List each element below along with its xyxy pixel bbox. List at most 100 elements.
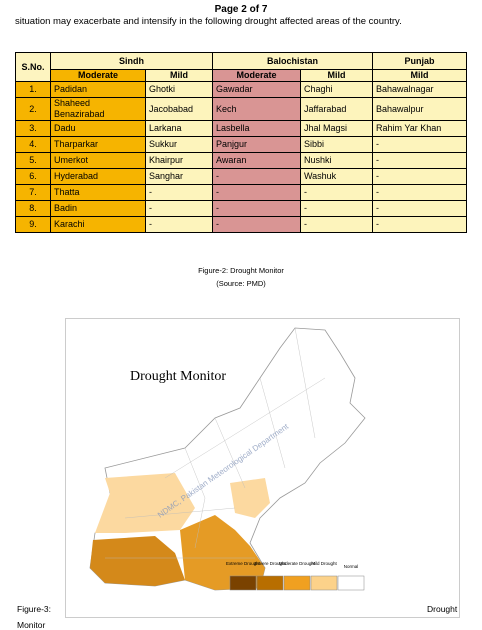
legend-label: Mild Drought [311,561,337,566]
caption: Figure-2: Drought Monitor [198,266,284,275]
legend-swatch [283,575,311,591]
legend-swatch [310,575,338,591]
figure-label: Monitor [17,620,46,630]
table-cell: Khairpur [145,152,213,169]
table-row: 1. Padidan Ghotki Gawadar Chaghi Bahawalnagar [15,81,468,98]
map-title: Drought Monitor [130,369,226,384]
table-cell: - [145,184,213,201]
table-cell: Jacobabad [145,97,213,121]
table-row: 2. Shaheed Benazirabad Jacobabad Kech Jaffar… [15,97,468,121]
table-cell: 3. [15,120,51,137]
table-cell: - [212,216,301,233]
map-region-mild [230,478,270,518]
table-cell: - [145,216,213,233]
table-cell: 2. [15,97,51,121]
table-cell: - [372,152,468,169]
legend-label: Severe Drought [254,561,286,566]
table-row: 3. Dadu Larkana Lasbella Jhal Magsi Rahim Yar… [15,120,468,137]
table-row: 8. Badin - - - - [15,200,468,217]
table-cell: - [372,184,468,201]
table-cell: Rahim Yar Khan [372,120,468,137]
table-cell: Padidan [50,81,146,98]
table-row: 5. Umerkot Khairpur Awaran Nushki - [15,152,468,169]
subheader-cell: Moderate [50,69,146,82]
header-cell: S.No. [15,52,51,82]
map-districts [105,327,326,559]
table-cell: Kech [212,97,301,121]
figure-label: Drought [427,604,458,614]
legend-label: Normal [344,564,359,569]
table-cell: Sukkur [145,136,213,153]
header-cell: Sindh [50,52,213,70]
table-cell: - [212,184,301,201]
table-cell: - [212,200,301,217]
table-cell: Bahawalnagar [372,81,468,98]
table-body: 1. Padidan Ghotki Gawadar Chaghi Bahawalnagar… [15,81,468,233]
table-cell: Sibbi [299,136,374,153]
map-figure: Drought Monitor NDMC, Pakistan Meteorolo… [65,318,460,618]
legend-swatch [337,575,365,591]
table-cell: Jaffarabad [299,97,374,121]
table-cell: - [372,168,468,185]
table-cell: - [299,184,374,201]
table-cell: Bahawalpur [372,97,468,121]
subheader-cell: Mild [372,69,468,82]
table-cell: Ghotki [145,81,213,98]
table-cell: Nushki [299,152,374,169]
table-cell: - [212,168,301,185]
map-region-mild [95,473,195,533]
table-cell: Hyderabad [50,168,146,185]
table-cell: - [299,200,374,217]
subheader-cell: Mild [145,69,213,82]
figure-label: Figure-3: [17,604,52,614]
table-row: 6. Hyderabad Sanghar - Washuk - [15,168,468,185]
page-number: Page 2 of 7 [214,4,268,15]
table-row: 7. Thatta - - - - [15,184,468,201]
table-cell: - [372,136,468,153]
table-cell: Karachi [50,216,146,233]
table-cell: 1. [15,81,51,98]
legend-label: Moderate Drought [279,561,316,566]
table-cell: Gawadar [212,81,301,98]
table-cell: 8. [15,200,51,217]
table-cell: 5. [15,152,51,169]
table-cell: Tharparkar [50,136,146,153]
table-cell: 6. [15,168,51,185]
table-cell: 4. [15,136,51,153]
subheader-cell: Mild [299,69,374,82]
table-cell: Washuk [299,168,374,185]
table-cell: Awaran [212,152,301,169]
table-cell: Umerkot [50,152,146,169]
intro-text: situation may exacerbate and intensify i… [15,16,402,27]
table-cell: Lasbella [212,120,301,137]
table-row: 4. Tharparkar Sukkur Panjgur Sibbi - [15,136,468,153]
table-cell: Panjgur [212,136,301,153]
table-cell: Shaheed Benazirabad [50,97,146,121]
table-cell: - [145,200,213,217]
table-row: 9. Karachi - - - - [15,216,468,233]
header-cell: Punjab [372,52,468,70]
header-cell: Balochistan [211,52,374,70]
table-cell: - [372,200,468,217]
table-cell: Larkana [145,120,213,137]
table-cell: Badin [50,200,146,217]
table-cell: 7. [15,184,51,201]
table-cell: Sanghar [145,168,213,185]
table-cell: Dadu [50,120,146,137]
legend-swatch [229,575,257,591]
subheader-cell: Moderate [212,69,301,82]
legend-swatch [256,575,284,591]
map-region-moderate [180,515,265,590]
table-cell: 9. [15,216,51,233]
table-cell: - [299,216,374,233]
table-cell: - [372,216,468,233]
caption: (Source: PMD) [216,279,266,288]
drought-table: S.No. Sindh Balochistan Punjab Moderate … [15,52,468,233]
table-cell: Thatta [50,184,146,201]
table-cell: Chaghi [299,81,374,98]
table-cell: Jhal Magsi [299,120,374,137]
map-region-severe [90,536,185,586]
legend-label: Extreme Drought [226,561,261,566]
